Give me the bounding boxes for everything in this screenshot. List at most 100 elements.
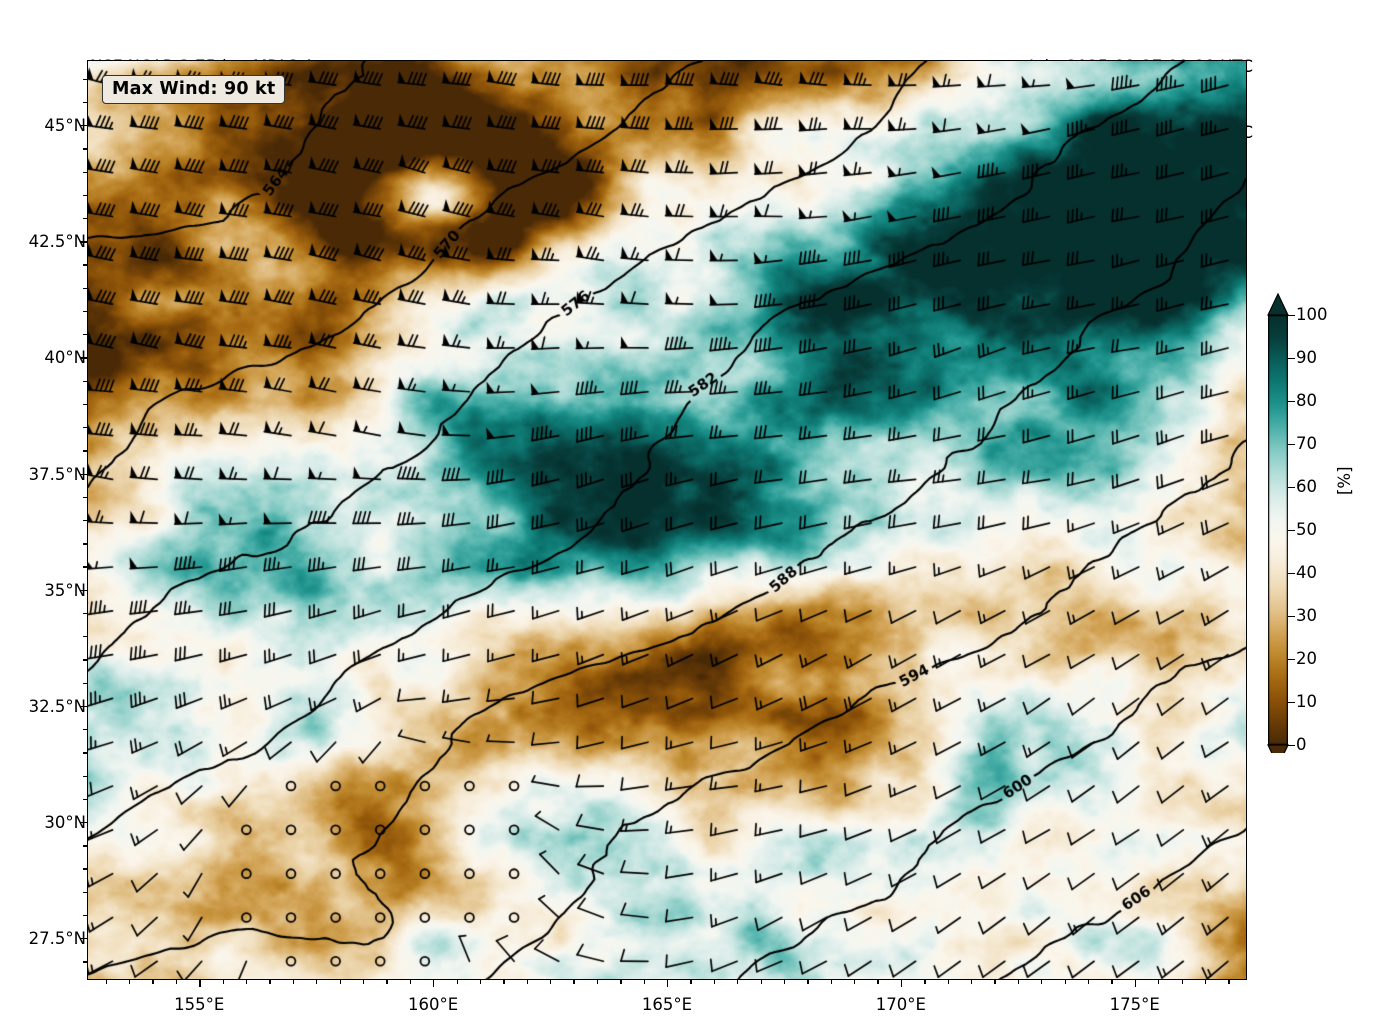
- y-tick-mark: [80, 125, 87, 127]
- x-minor-tick: [737, 980, 739, 984]
- x-minor-tick: [573, 980, 575, 984]
- y-tick-mark: [80, 241, 87, 243]
- y-tick-label: 30°N: [44, 813, 86, 833]
- x-tick-label: 160°E: [408, 995, 459, 1014]
- x-minor-tick: [690, 980, 692, 984]
- x-tick-label: 155°E: [174, 995, 225, 1014]
- x-minor-tick: [386, 980, 388, 984]
- y-tick-label: 37.5°N: [28, 464, 86, 484]
- x-minor-tick: [1181, 980, 1183, 984]
- x-minor-tick: [596, 980, 599, 984]
- colorbar-tick-mark: [1288, 616, 1295, 618]
- y-minor-tick: [83, 845, 87, 847]
- colorbar-tick-mark: [1288, 659, 1295, 661]
- x-tick-mark: [199, 980, 201, 987]
- colorbar-tick-label: 80: [1296, 391, 1317, 410]
- x-minor-tick: [409, 980, 412, 984]
- colorbar-tick-label: 100: [1296, 305, 1328, 324]
- y-minor-tick: [83, 101, 87, 104]
- colorbar-gradient: [1268, 315, 1288, 745]
- x-minor-tick: [807, 980, 809, 984]
- y-minor-tick: [83, 612, 87, 615]
- colorbar-tick-label: 90: [1296, 348, 1317, 367]
- x-tick-label: 165°E: [641, 995, 693, 1014]
- y-tick-label: 42.5°N: [28, 232, 86, 252]
- colorbar-tick-mark: [1288, 530, 1295, 532]
- x-tick-mark: [900, 980, 903, 987]
- y-tick-label: 35°N: [44, 580, 86, 600]
- colorbar-tick-label: 20: [1296, 649, 1317, 668]
- y-minor-tick: [83, 310, 87, 313]
- y-tick-mark: [80, 822, 87, 824]
- y-tick-label: 27.5°N: [28, 929, 86, 949]
- x-minor-tick: [339, 980, 341, 984]
- colorbar-tick-label: 60: [1296, 477, 1317, 496]
- x-tick-label: 175°E: [1109, 995, 1160, 1014]
- colorbar-tick-label: 50: [1296, 520, 1317, 539]
- colorbar-tick-mark: [1288, 745, 1295, 747]
- y-tick-mark: [80, 938, 87, 940]
- x-minor-tick: [971, 980, 973, 984]
- x-minor-tick: [479, 980, 482, 984]
- colorbar-tick-label: 40: [1296, 563, 1317, 582]
- colorbar-tick-mark: [1288, 702, 1295, 704]
- colorbar: [1267, 293, 1289, 753]
- y-tick-mark: [80, 473, 87, 475]
- y-minor-tick: [83, 729, 87, 731]
- x-minor-tick: [713, 980, 716, 984]
- y-minor-tick: [83, 194, 87, 197]
- x-minor-tick: [877, 980, 879, 984]
- y-minor-tick: [83, 752, 87, 754]
- x-minor-tick: [526, 980, 528, 984]
- y-tick-mark: [80, 589, 87, 591]
- y-minor-tick: [83, 148, 87, 150]
- y-tick-mark: [80, 357, 87, 359]
- y-minor-tick: [83, 566, 87, 568]
- x-minor-tick: [1204, 980, 1207, 984]
- y-minor-tick: [83, 543, 87, 545]
- y-minor-tick: [83, 450, 87, 452]
- x-minor-tick: [830, 980, 832, 984]
- x-minor-tick: [760, 980, 762, 984]
- y-minor-tick: [83, 659, 87, 661]
- colorbar-tick-label: 70: [1296, 434, 1317, 453]
- y-tick-mark: [80, 705, 87, 708]
- colorbar-tick-label: 30: [1296, 606, 1317, 625]
- x-minor-tick: [222, 980, 224, 984]
- x-minor-tick: [316, 980, 318, 984]
- x-minor-tick: [1111, 980, 1113, 984]
- x-minor-tick: [550, 980, 552, 984]
- x-minor-tick: [1087, 980, 1090, 984]
- colorbar-tick-mark: [1288, 573, 1295, 575]
- y-minor-tick: [83, 868, 87, 870]
- y-tick-label: 45°N: [44, 116, 86, 136]
- y-minor-tick: [83, 798, 87, 801]
- x-minor-tick: [643, 980, 645, 984]
- y-minor-tick: [83, 496, 87, 499]
- x-tick-label: 170°E: [875, 995, 926, 1014]
- max-wind-badge: Max Wind: 90 kt: [102, 75, 286, 104]
- colorbar-tick-mark: [1288, 487, 1295, 489]
- y-minor-tick: [83, 264, 87, 266]
- y-minor-tick: [83, 914, 87, 917]
- colorbar-unit-label: [%]: [1335, 466, 1354, 495]
- x-minor-tick: [1228, 980, 1230, 984]
- y-minor-tick: [83, 636, 87, 638]
- contours-and-winds-layer: [88, 61, 1246, 979]
- x-minor-tick: [269, 980, 271, 984]
- y-minor-tick: [83, 775, 87, 777]
- x-minor-tick: [783, 980, 786, 984]
- colorbar-tick-mark: [1288, 358, 1295, 360]
- x-minor-tick: [924, 980, 926, 984]
- colorbar-tick-mark: [1288, 444, 1295, 446]
- x-minor-tick: [1158, 980, 1160, 984]
- x-minor-tick: [246, 980, 248, 984]
- y-minor-tick: [83, 287, 87, 289]
- x-minor-tick: [1041, 980, 1043, 984]
- y-minor-tick: [83, 427, 87, 429]
- colorbar-tick-label: 10: [1296, 692, 1317, 711]
- x-minor-tick: [1064, 980, 1066, 984]
- x-minor-tick: [620, 980, 622, 984]
- x-minor-tick: [152, 980, 154, 984]
- map-plot-area: Max Wind: 90 kt: [87, 60, 1247, 980]
